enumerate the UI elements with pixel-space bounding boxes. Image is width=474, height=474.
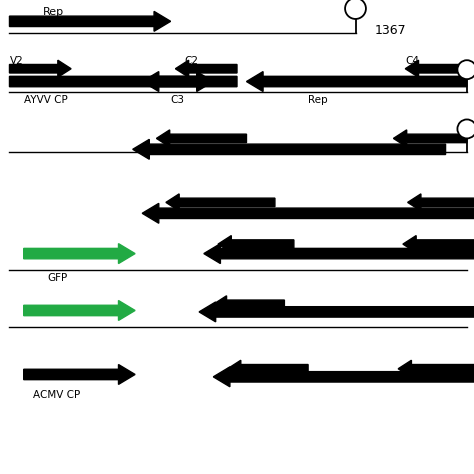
FancyArrow shape <box>393 130 467 147</box>
FancyArrow shape <box>408 194 474 211</box>
FancyArrow shape <box>213 296 284 313</box>
Text: V2: V2 <box>9 56 23 66</box>
Circle shape <box>345 0 366 19</box>
FancyArrow shape <box>228 360 308 377</box>
Text: C4: C4 <box>405 56 419 66</box>
Text: Rep: Rep <box>308 95 328 105</box>
FancyArrow shape <box>218 236 294 253</box>
FancyArrow shape <box>199 302 474 322</box>
Circle shape <box>457 119 474 138</box>
Text: GFP: GFP <box>47 273 68 283</box>
Circle shape <box>457 60 474 79</box>
Text: C2: C2 <box>185 56 199 66</box>
FancyArrow shape <box>156 130 246 147</box>
FancyArrow shape <box>403 236 474 253</box>
Text: AYVV CP: AYVV CP <box>24 95 67 105</box>
FancyArrow shape <box>246 72 467 91</box>
Text: C3: C3 <box>171 95 185 105</box>
FancyArrow shape <box>405 60 467 77</box>
FancyArrow shape <box>24 301 135 320</box>
Text: Rep: Rep <box>43 7 64 17</box>
FancyArrow shape <box>9 11 171 31</box>
FancyArrow shape <box>24 244 135 264</box>
Text: ACMV CP: ACMV CP <box>33 390 81 400</box>
FancyArrow shape <box>133 139 446 159</box>
FancyArrow shape <box>175 60 237 77</box>
FancyArrow shape <box>398 360 474 377</box>
FancyArrow shape <box>142 203 474 223</box>
Text: 1367: 1367 <box>374 24 406 37</box>
FancyArrow shape <box>213 367 474 387</box>
FancyArrow shape <box>9 60 71 77</box>
FancyArrow shape <box>9 72 213 91</box>
FancyArrow shape <box>166 194 275 211</box>
FancyArrow shape <box>24 365 135 384</box>
FancyArrow shape <box>204 244 474 264</box>
FancyArrow shape <box>142 72 237 91</box>
